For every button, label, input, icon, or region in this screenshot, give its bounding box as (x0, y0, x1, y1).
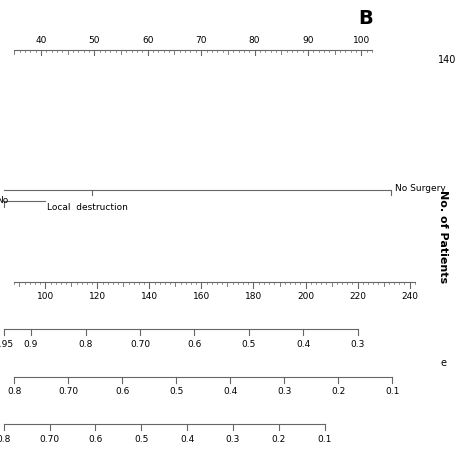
Text: No. of Patients: No. of Patients (438, 191, 448, 283)
Text: 0.4: 0.4 (296, 340, 310, 349)
Text: 0.5: 0.5 (134, 435, 148, 444)
Text: 0.6: 0.6 (115, 387, 129, 396)
Text: 80: 80 (249, 36, 260, 45)
Text: 240: 240 (401, 292, 418, 301)
Text: 220: 220 (349, 292, 366, 301)
Text: 70: 70 (195, 36, 207, 45)
Text: 0.6: 0.6 (88, 435, 103, 444)
Text: 0.1: 0.1 (318, 435, 332, 444)
Text: 0.5: 0.5 (242, 340, 256, 349)
Text: e: e (440, 357, 446, 368)
Text: No Surgery: No Surgery (395, 184, 446, 193)
Text: 180: 180 (245, 292, 262, 301)
Text: 0.70: 0.70 (130, 340, 150, 349)
Text: 40: 40 (35, 36, 46, 45)
Text: 0.70: 0.70 (58, 387, 78, 396)
Text: 50: 50 (89, 36, 100, 45)
Text: 0.2: 0.2 (272, 435, 286, 444)
Text: 0.3: 0.3 (277, 387, 292, 396)
Text: 0.95: 0.95 (0, 340, 14, 349)
Text: No: No (0, 196, 9, 204)
Text: 0.3: 0.3 (226, 435, 240, 444)
Text: 100: 100 (37, 292, 54, 301)
Text: 0.8: 0.8 (0, 435, 11, 444)
Text: 0.5: 0.5 (169, 387, 183, 396)
Text: 0.1: 0.1 (385, 387, 400, 396)
Text: 0.9: 0.9 (24, 340, 38, 349)
Text: 100: 100 (353, 36, 370, 45)
Text: 0.3: 0.3 (351, 340, 365, 349)
Text: 0.4: 0.4 (223, 387, 237, 396)
Text: 140: 140 (438, 55, 457, 64)
Text: 90: 90 (302, 36, 314, 45)
Text: 0.8: 0.8 (78, 340, 93, 349)
Text: 140: 140 (141, 292, 158, 301)
Text: 0.8: 0.8 (7, 387, 21, 396)
Text: 0.2: 0.2 (331, 387, 346, 396)
Text: 0.4: 0.4 (180, 435, 194, 444)
Text: 120: 120 (89, 292, 106, 301)
Text: 0.70: 0.70 (39, 435, 60, 444)
Text: 60: 60 (142, 36, 154, 45)
Text: 200: 200 (297, 292, 314, 301)
Text: 160: 160 (193, 292, 210, 301)
Text: 0.6: 0.6 (187, 340, 201, 349)
Text: B: B (358, 9, 373, 28)
Text: Local  destruction: Local destruction (47, 203, 128, 212)
